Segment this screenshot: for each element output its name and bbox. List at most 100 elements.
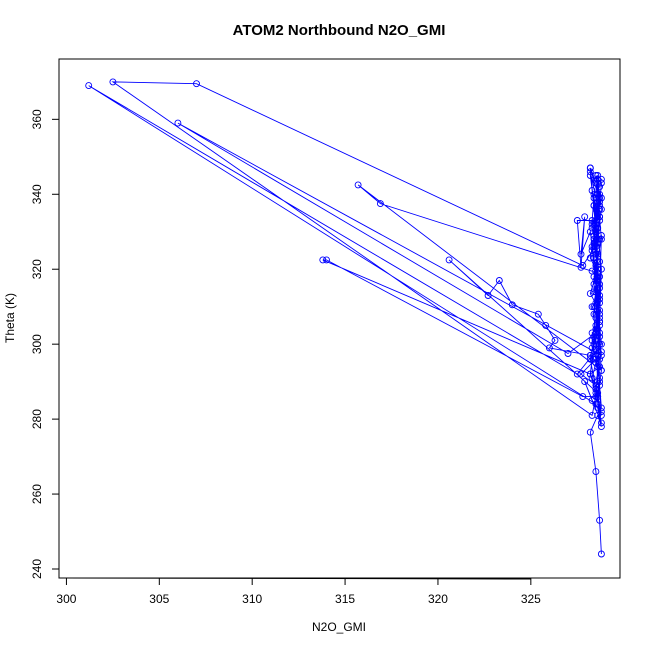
data-point xyxy=(596,363,604,371)
data-point xyxy=(597,194,605,202)
data-point xyxy=(596,205,604,213)
data-point xyxy=(594,378,602,386)
data-point xyxy=(579,393,587,401)
data-point xyxy=(376,200,384,208)
y-tick-label: 300 xyxy=(30,334,44,354)
data-point xyxy=(586,168,594,176)
data-point xyxy=(592,400,600,408)
data-point xyxy=(551,336,559,344)
data-point xyxy=(594,389,602,397)
data-point xyxy=(590,243,598,251)
y-tick-label: 280 xyxy=(30,409,44,429)
data-point xyxy=(597,550,605,558)
data-point xyxy=(597,351,605,359)
y-axis: 240 260 280 300 320 340 360 xyxy=(30,109,60,579)
data-point xyxy=(597,411,605,419)
data-point xyxy=(193,80,200,88)
data-point xyxy=(592,262,600,269)
data-point xyxy=(596,355,604,363)
data-point xyxy=(594,306,602,314)
data-point xyxy=(592,228,600,236)
data-point xyxy=(594,172,602,179)
data-point xyxy=(597,205,605,213)
data-point xyxy=(573,217,581,224)
data-point xyxy=(590,232,598,239)
x-tick-label: 325 xyxy=(521,592,541,606)
data-point xyxy=(590,239,598,247)
data-point xyxy=(594,325,602,333)
data-point xyxy=(588,374,596,382)
y-tick-label: 340 xyxy=(30,184,44,204)
data-point xyxy=(594,209,602,217)
data-point xyxy=(594,400,602,408)
data-point xyxy=(592,329,600,337)
chart-title: ATOM2 Northbound N2O_GMI xyxy=(233,22,446,39)
data-point xyxy=(594,393,602,401)
data-point xyxy=(588,303,596,311)
data-point xyxy=(592,359,600,367)
data-point xyxy=(596,310,604,318)
data-point xyxy=(596,258,604,266)
data-point xyxy=(592,250,600,258)
data-point xyxy=(596,314,604,322)
data-point xyxy=(592,385,600,393)
data-point xyxy=(588,243,596,251)
data-point xyxy=(588,329,596,337)
data-point xyxy=(594,198,602,206)
data-point xyxy=(592,314,600,322)
data-point xyxy=(597,175,605,183)
data-point xyxy=(573,370,581,378)
data-point xyxy=(597,423,605,431)
data-point xyxy=(594,250,602,258)
data-point xyxy=(596,306,604,314)
data-point xyxy=(596,190,604,198)
data-point xyxy=(590,273,598,281)
data-point xyxy=(596,374,604,382)
data-point xyxy=(594,258,602,266)
data-point xyxy=(581,378,589,386)
data-point xyxy=(588,247,596,254)
data-point xyxy=(594,284,602,292)
data-point xyxy=(596,318,604,326)
data-point xyxy=(588,224,596,232)
data-point xyxy=(594,175,602,183)
plot-area-frame xyxy=(58,58,621,579)
data-point xyxy=(592,194,600,202)
data-point xyxy=(577,263,585,271)
data-point xyxy=(596,183,604,191)
data-point xyxy=(592,243,600,251)
data-point xyxy=(596,194,604,202)
data-point xyxy=(596,516,604,524)
data-point xyxy=(577,250,585,258)
data-point xyxy=(594,190,602,198)
data-point xyxy=(588,411,596,419)
data-point xyxy=(590,288,598,296)
data-point xyxy=(596,381,604,389)
data-point xyxy=(586,351,594,359)
data-point xyxy=(592,468,600,476)
data-point xyxy=(594,239,602,247)
data-point xyxy=(586,428,594,436)
y-tick-label: 320 xyxy=(30,259,44,279)
data-point xyxy=(597,419,605,427)
data-point xyxy=(495,277,503,284)
data-point xyxy=(597,408,605,416)
data-point xyxy=(592,310,600,318)
data-point xyxy=(354,181,362,189)
data-point xyxy=(590,254,598,262)
x-axis-label: N2O_GMI xyxy=(312,620,366,634)
data-point xyxy=(592,325,600,333)
data-point xyxy=(588,220,596,228)
series-line xyxy=(88,81,603,555)
data-point xyxy=(586,164,594,172)
x-tick-label: 300 xyxy=(56,592,76,606)
x-tick-label: 305 xyxy=(149,592,169,606)
data-point xyxy=(592,239,600,247)
x-axis: 300 305 310 315 320 325 xyxy=(56,577,541,606)
data-point xyxy=(592,381,600,389)
data-point xyxy=(534,310,542,318)
data-point xyxy=(594,265,602,273)
data-point xyxy=(592,340,600,348)
data-point xyxy=(594,277,602,284)
